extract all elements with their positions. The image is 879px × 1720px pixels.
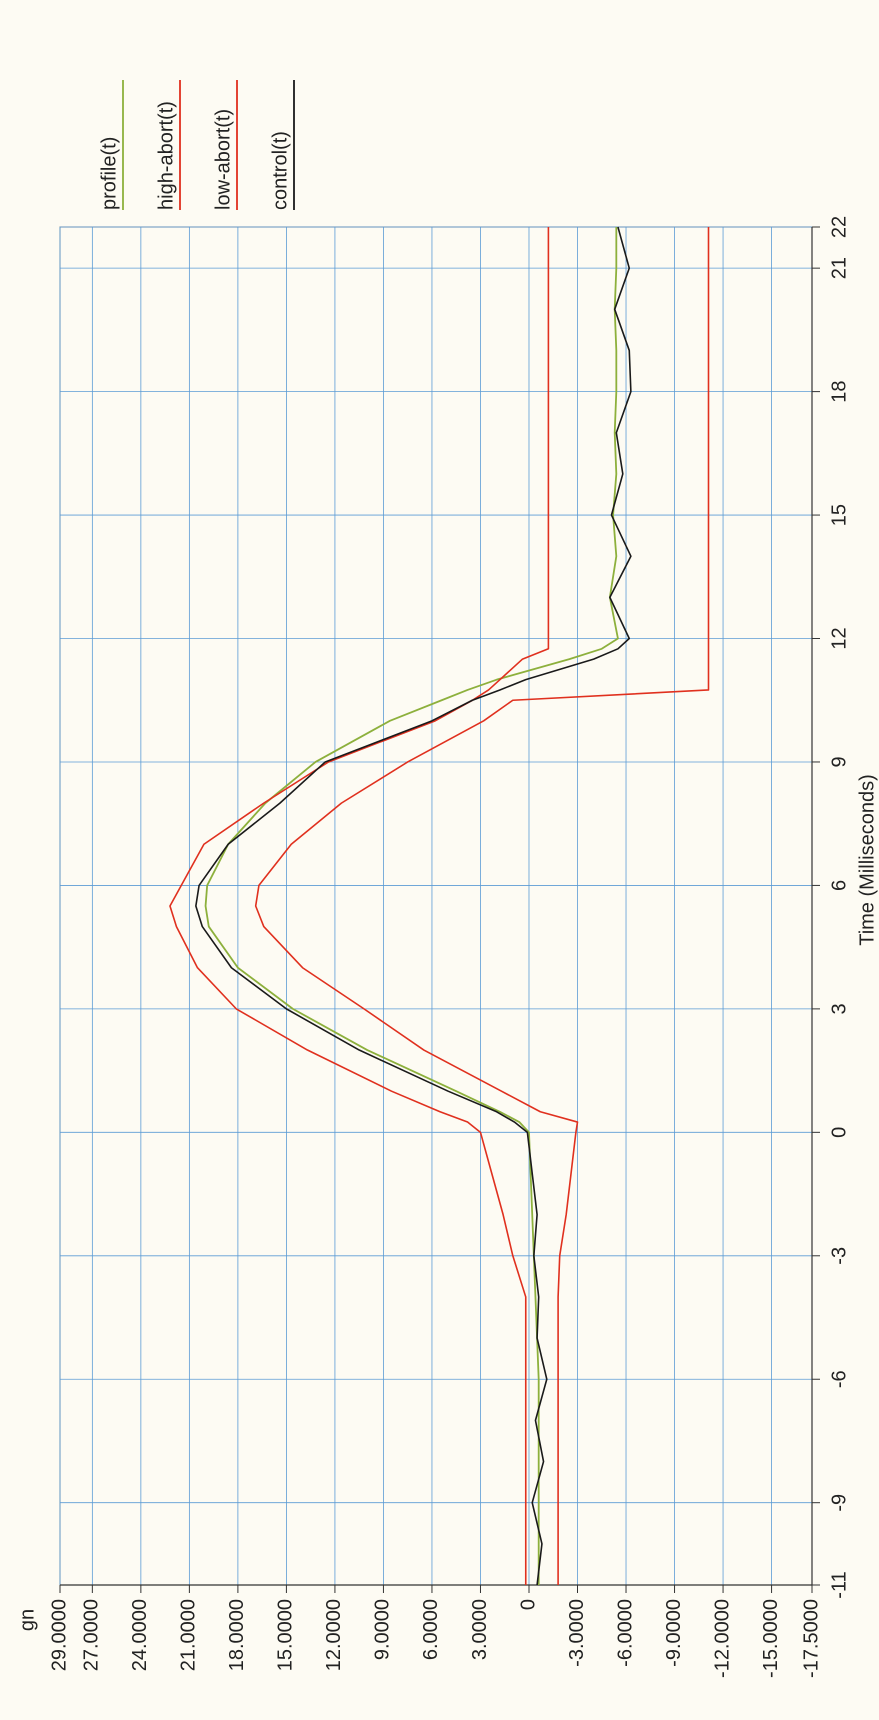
legend-label: low-abort(t) [212, 109, 234, 210]
y-tick-label: -6.0000 [614, 1599, 636, 1667]
y-axis-label: gn [16, 1609, 38, 1631]
y-tick-label: 3.0000 [469, 1599, 491, 1660]
x-tick-label: 3 [828, 1003, 850, 1014]
y-tick-label: 6.0000 [420, 1599, 442, 1660]
y-tick-label: 29.0000 [48, 1599, 70, 1671]
y-tick-label: -15.0000 [760, 1599, 782, 1678]
x-tick-label: 18 [828, 380, 850, 402]
x-tick-label: 12 [828, 627, 850, 649]
series-line [195, 226, 632, 1586]
legend-label: control(t) [269, 131, 291, 210]
y-tick-label: -9.0000 [663, 1599, 685, 1667]
y-tick-label: -17.5000 [800, 1599, 822, 1678]
x-tick-label: -11 [828, 1571, 850, 1598]
legend-label: high-abort(t) [155, 101, 177, 210]
y-tick-label: 15.0000 [275, 1599, 297, 1671]
x-tick-label: 6 [828, 880, 850, 891]
x-tick-label: 21 [828, 257, 850, 279]
series-line [254, 227, 710, 1585]
y-tick-label: -3.0000 [566, 1599, 588, 1667]
x-tick-label: 9 [828, 756, 850, 767]
x-tick-label: -3 [828, 1247, 850, 1265]
plot-area [59, 226, 813, 1586]
x-tick-label: 15 [828, 504, 850, 526]
x-tick-label: -6 [828, 1370, 850, 1388]
y-tick-label: 9.0000 [372, 1599, 394, 1660]
y-tick-label: 18.0000 [226, 1599, 248, 1671]
series-line [169, 227, 550, 1585]
rotated-chart: gn Time (Milliseconds) 29.0000 27.0000 24.… [16, 80, 878, 1678]
x-tick-label: 22 [828, 216, 850, 238]
y-tick-label: 12.0000 [323, 1599, 345, 1671]
x-tick-label: 0 [828, 1127, 850, 1138]
x-axis-label: Time (Milliseconds) [856, 774, 878, 946]
x-tick-label: -9 [828, 1494, 850, 1512]
series-line [204, 227, 619, 1585]
legend-label: profile(t) [98, 137, 120, 210]
y-tick-label: -12.0000 [711, 1599, 733, 1678]
y-tick-label: 0 [517, 1599, 539, 1610]
y-tick-label: 24.0000 [129, 1599, 151, 1671]
y-tick-label: 21.0000 [178, 1599, 200, 1671]
y-tick-label: 27.0000 [81, 1599, 103, 1671]
